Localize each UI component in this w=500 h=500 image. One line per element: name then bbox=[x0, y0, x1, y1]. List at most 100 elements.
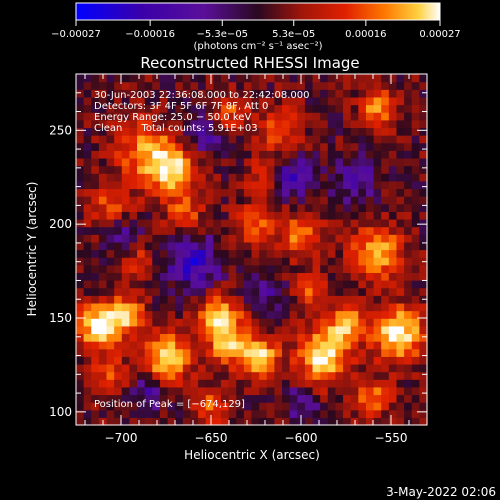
heatmap-cell bbox=[243, 81, 253, 90]
heatmap-cell bbox=[159, 241, 169, 251]
heatmap-cell bbox=[327, 234, 337, 243]
heatmap-cell bbox=[159, 272, 169, 281]
heatmap-cell bbox=[381, 341, 390, 350]
heatmap-cell bbox=[159, 295, 169, 304]
heatmap-cell bbox=[358, 417, 367, 426]
heatmap-cell bbox=[312, 226, 321, 235]
heatmap-cell bbox=[251, 417, 260, 426]
heatmap-cell bbox=[304, 112, 314, 121]
heatmap-cell bbox=[83, 264, 92, 273]
heatmap-cell bbox=[129, 112, 138, 121]
heatmap-cell bbox=[137, 394, 146, 403]
heatmap-cell bbox=[327, 188, 337, 197]
heatmap-cell bbox=[236, 287, 245, 296]
heatmap-cell bbox=[358, 211, 367, 220]
heatmap-cell bbox=[266, 295, 275, 304]
heatmap-cell bbox=[144, 226, 153, 235]
heatmap-cell bbox=[228, 165, 237, 174]
heatmap-cell bbox=[373, 135, 382, 144]
heatmap-cell bbox=[320, 218, 329, 228]
heatmap-cell bbox=[152, 363, 161, 373]
heatmap-cell bbox=[381, 234, 390, 243]
timestamp: 3-May-2022 02:06 bbox=[386, 485, 496, 499]
heatmap-cell bbox=[114, 402, 123, 411]
heatmap-cell bbox=[289, 135, 298, 144]
heatmap-cell bbox=[213, 379, 222, 388]
heatmap-cell bbox=[365, 371, 375, 380]
heatmap-cell bbox=[365, 104, 375, 113]
heatmap-cell bbox=[350, 302, 359, 312]
heatmap-cell bbox=[312, 173, 321, 182]
heatmap-cell bbox=[213, 173, 222, 182]
heatmap-cell bbox=[228, 394, 237, 403]
heatmap-cell bbox=[312, 386, 321, 396]
heatmap-cell bbox=[365, 341, 375, 350]
heatmap-cell bbox=[373, 81, 382, 90]
heatmap-cell bbox=[335, 74, 344, 83]
heatmap-cell bbox=[114, 157, 123, 167]
heatmap-cell bbox=[83, 157, 92, 167]
heatmap-cell bbox=[358, 218, 367, 228]
heatmap-cell bbox=[419, 196, 428, 205]
heatmap-cell bbox=[159, 310, 169, 319]
heatmap-cell bbox=[365, 363, 375, 373]
heatmap-cell bbox=[182, 280, 192, 289]
heatmap-cell bbox=[297, 112, 306, 121]
heatmap-cell bbox=[388, 379, 398, 388]
heatmap-cell bbox=[220, 203, 230, 212]
heatmap-cell bbox=[213, 386, 222, 396]
heatmap-cell bbox=[182, 241, 192, 251]
heatmap-cell bbox=[343, 310, 352, 319]
heatmap-cell bbox=[175, 386, 184, 396]
heatmap-cell bbox=[358, 249, 367, 258]
heatmap-cell bbox=[259, 112, 268, 121]
heatmap-cell bbox=[396, 417, 405, 426]
heatmap-cell bbox=[243, 112, 253, 121]
heatmap-cell bbox=[312, 280, 321, 289]
heatmap-cell bbox=[243, 74, 253, 83]
heatmap-cell bbox=[396, 74, 405, 83]
heatmap-cell bbox=[236, 318, 245, 327]
heatmap-cell bbox=[190, 386, 199, 396]
heatmap-cell bbox=[411, 310, 420, 319]
x-axis-tick-label: −550 bbox=[375, 431, 408, 445]
heatmap-cell bbox=[213, 119, 222, 129]
heatmap-cell bbox=[335, 264, 344, 273]
heatmap-cell bbox=[106, 142, 115, 151]
heatmap-cell bbox=[312, 302, 321, 312]
heatmap-cell bbox=[419, 157, 428, 167]
heatmap-cell bbox=[98, 386, 108, 396]
heatmap-cell bbox=[121, 386, 131, 396]
heatmap-cell bbox=[91, 310, 100, 319]
heatmap-cell bbox=[175, 142, 184, 151]
heatmap-cell bbox=[220, 348, 230, 357]
heatmap-cell bbox=[350, 89, 359, 98]
heatmap-cell bbox=[297, 333, 306, 342]
heatmap-cell bbox=[411, 96, 420, 106]
heatmap-cell bbox=[83, 241, 92, 251]
heatmap-cell bbox=[114, 104, 123, 113]
heatmap-cell bbox=[381, 272, 390, 281]
heatmap-cell bbox=[121, 234, 131, 243]
heatmap-cell bbox=[350, 119, 359, 129]
heatmap-cell bbox=[236, 81, 245, 90]
heatmap-cell bbox=[152, 417, 161, 426]
heatmap-cell bbox=[419, 127, 428, 136]
heatmap-cell bbox=[343, 119, 352, 129]
heatmap-cell bbox=[358, 272, 367, 281]
heatmap-cell bbox=[312, 127, 321, 136]
heatmap-cell bbox=[289, 371, 298, 380]
heatmap-cell bbox=[106, 402, 115, 411]
heatmap-cell bbox=[259, 249, 268, 258]
heatmap-cell bbox=[144, 310, 153, 319]
heatmap-cell bbox=[274, 81, 283, 90]
heatmap-cell bbox=[350, 249, 359, 258]
heatmap-cell bbox=[243, 119, 253, 129]
annotation-peak-position: Position of Peak = [−674,129] bbox=[94, 399, 245, 410]
heatmap-cell bbox=[152, 287, 161, 296]
heatmap-cell bbox=[121, 196, 131, 205]
heatmap-cell bbox=[350, 218, 359, 228]
heatmap-cell bbox=[220, 272, 230, 281]
heatmap-cell bbox=[236, 127, 245, 136]
heatmap-cell bbox=[358, 119, 367, 129]
